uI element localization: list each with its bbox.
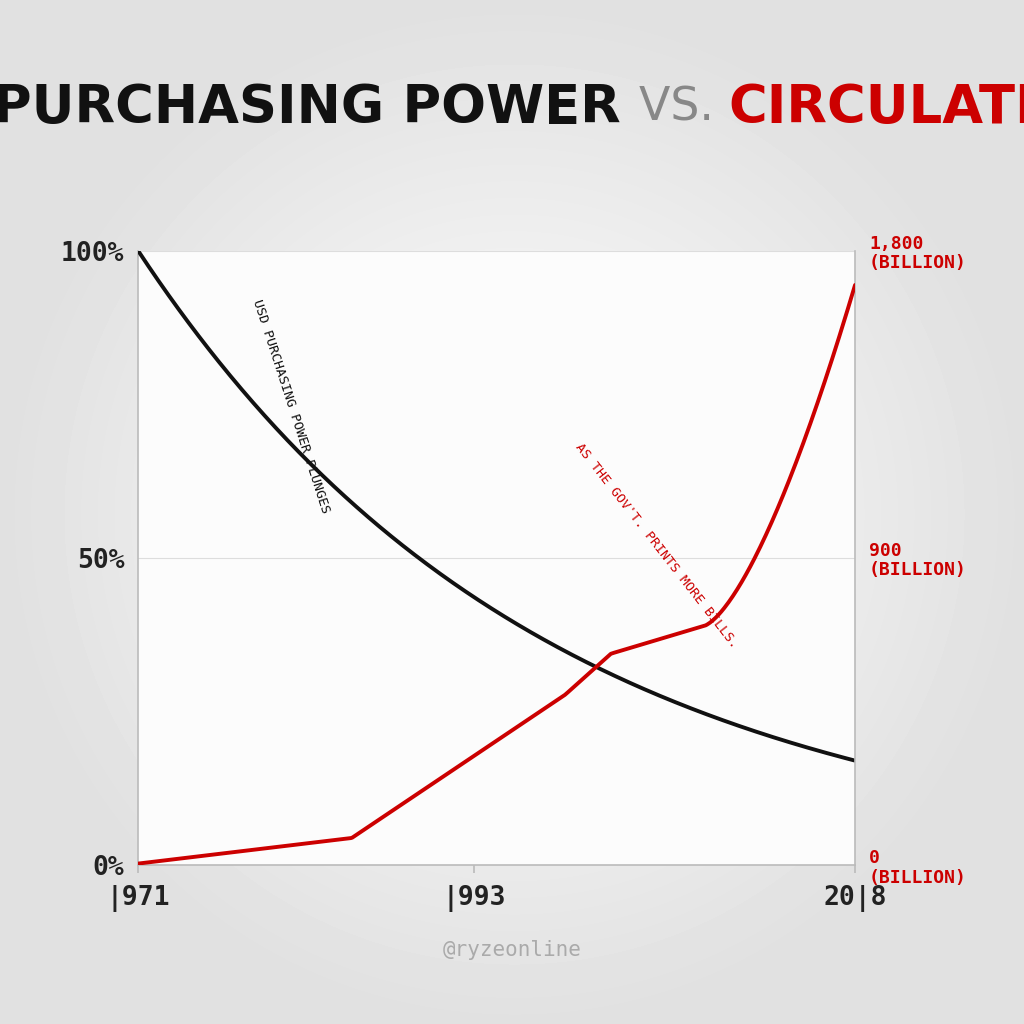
Text: VS.: VS. [639, 85, 728, 130]
Text: USD PURCHASING POWER PLUNGES: USD PURCHASING POWER PLUNGES [250, 298, 332, 515]
Text: @ryzeonline: @ryzeonline [442, 940, 582, 961]
Text: CIRCULATION.: CIRCULATION. [728, 82, 1024, 133]
Text: PURCHASING POWER: PURCHASING POWER [0, 82, 639, 133]
Text: AS THE GOV'T. PRINTS MORE BILLS.: AS THE GOV'T. PRINTS MORE BILLS. [572, 440, 740, 650]
